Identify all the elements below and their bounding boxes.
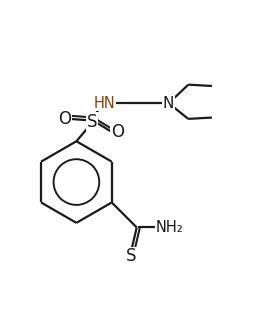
Text: O: O [111,123,124,141]
Text: S: S [87,112,97,130]
Text: O: O [58,110,71,128]
Text: HN: HN [94,96,116,110]
Text: NH₂: NH₂ [156,220,184,235]
Text: S: S [126,247,136,265]
Text: N: N [163,96,174,110]
